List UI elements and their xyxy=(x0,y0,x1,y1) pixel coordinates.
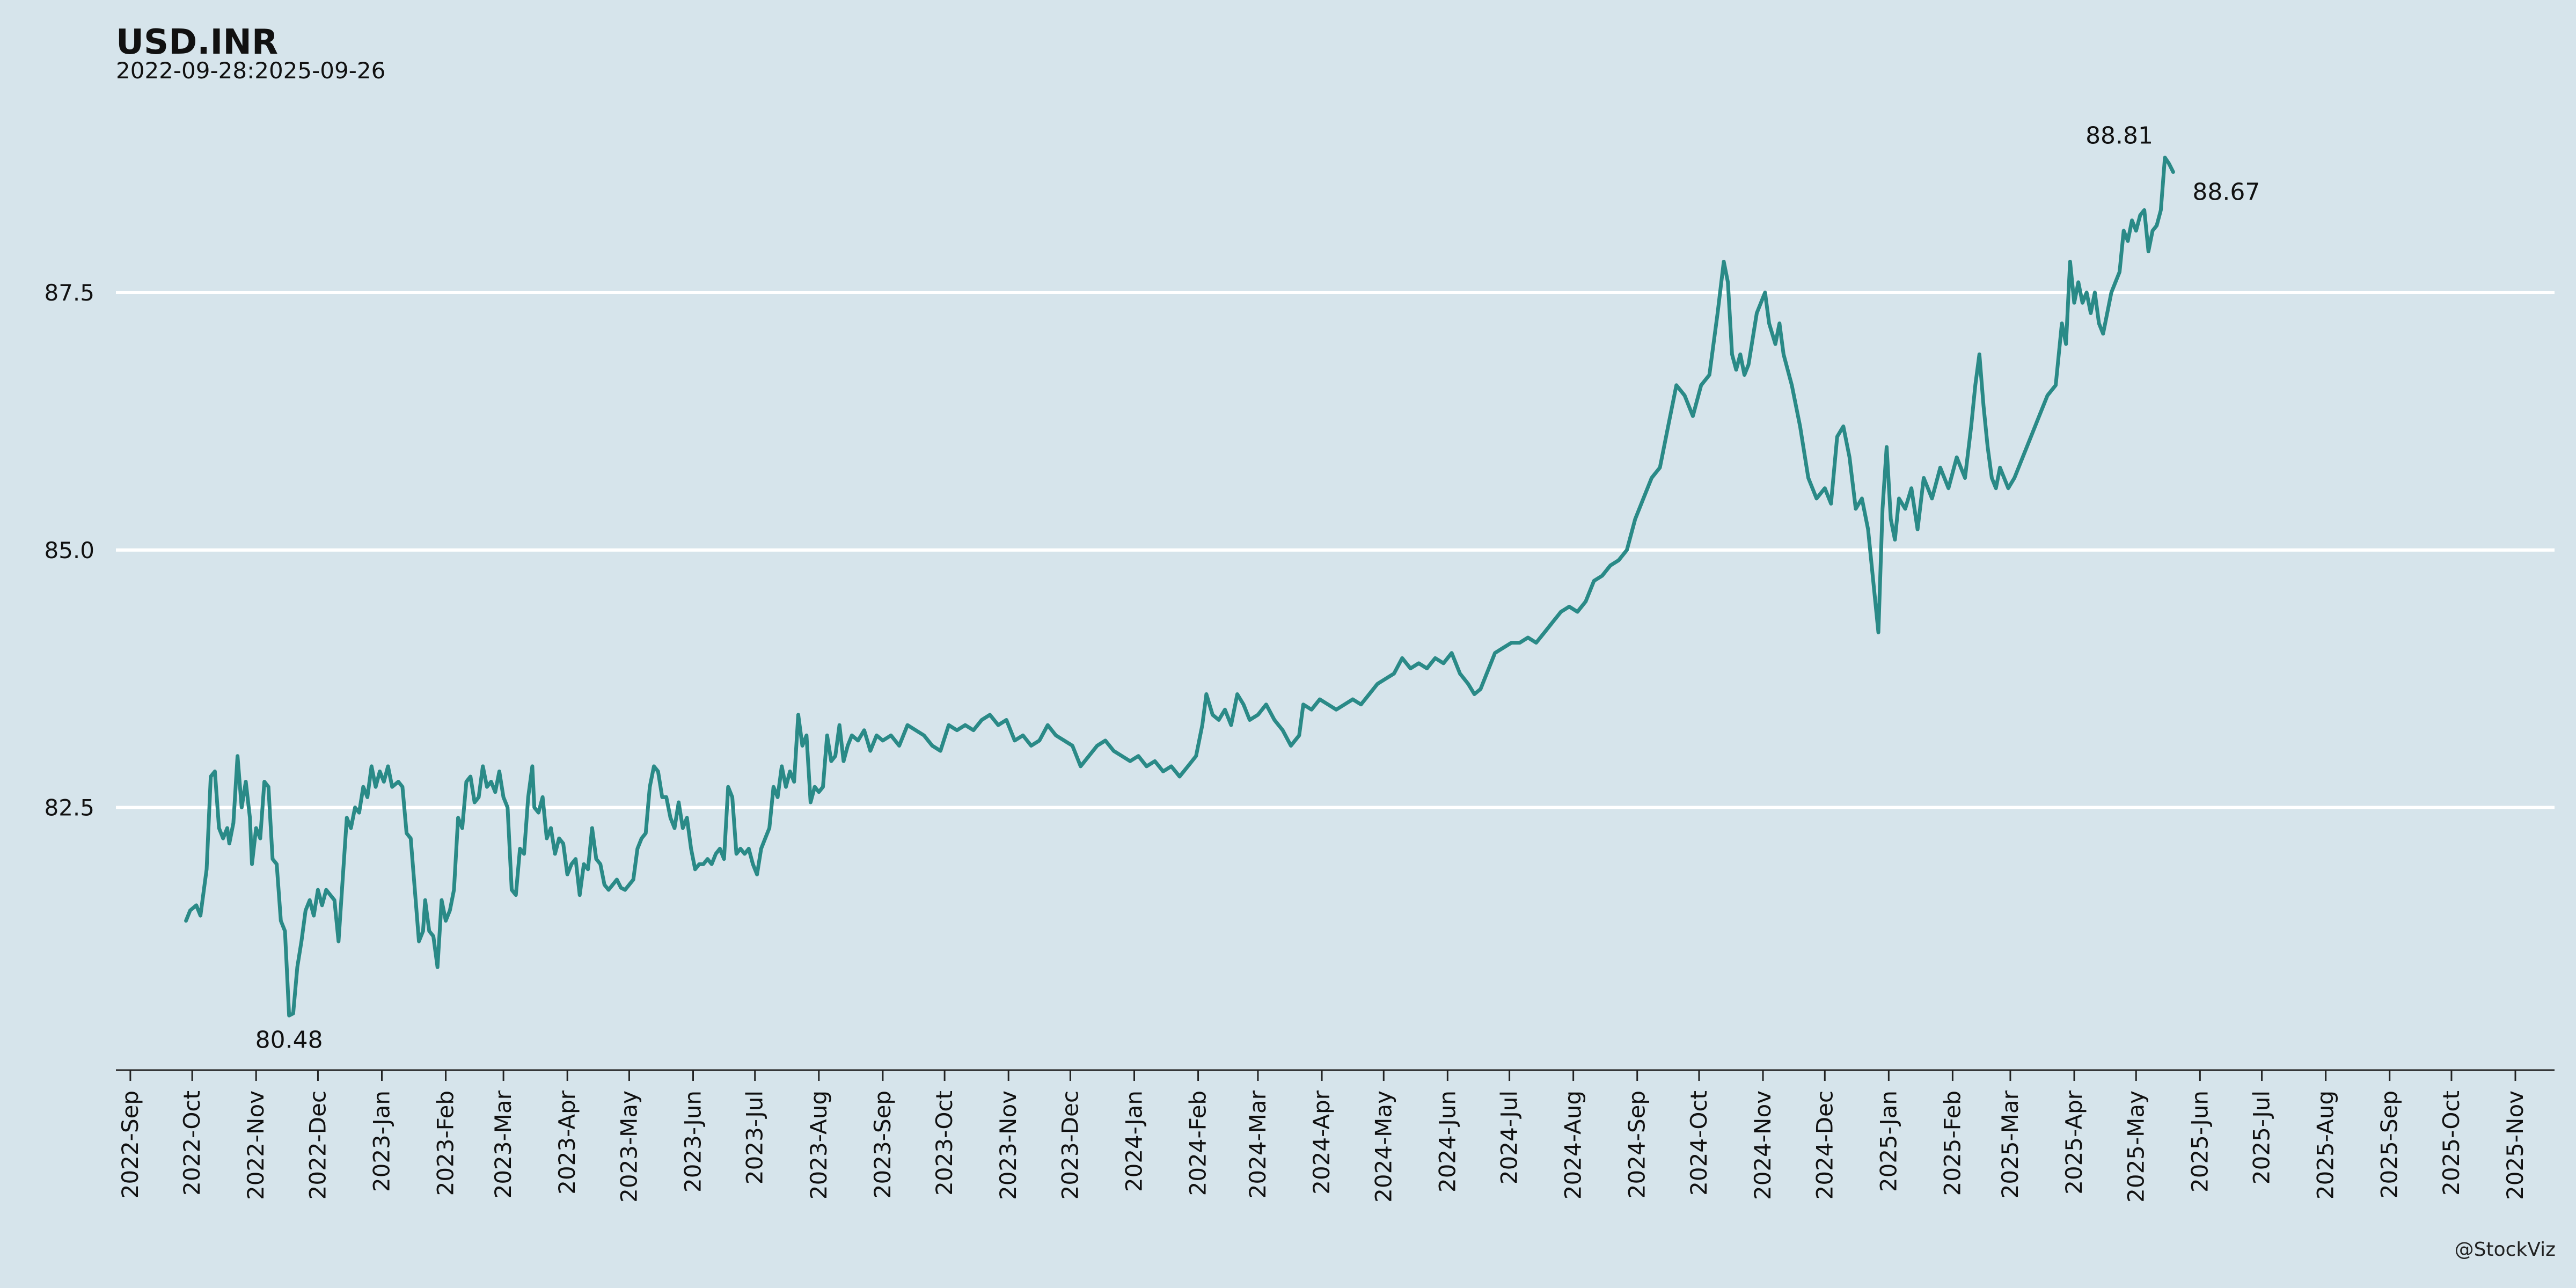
x-tick-label: 2023-Aug xyxy=(806,1091,832,1199)
x-tick-label: 2023-May xyxy=(616,1091,642,1203)
annotation-label: 80.48 xyxy=(255,1026,323,1053)
x-tick-label: 2025-Jan xyxy=(1875,1091,1901,1192)
x-tick-label: 2025-May xyxy=(2123,1091,2149,1203)
x-tick-label: 2025-Jun xyxy=(2186,1091,2213,1192)
x-tick-label: 2024-Jan xyxy=(1121,1091,1147,1192)
x-tick-label: 2023-Mar xyxy=(490,1090,516,1198)
x-tick-label: 2023-Feb xyxy=(433,1091,459,1196)
series-layer xyxy=(184,156,2175,1018)
x-tick-label: 2025-Apr xyxy=(2061,1090,2087,1195)
x-tick-label: 2024-Sep xyxy=(1624,1091,1650,1198)
x-tick-label: 2023-Jul xyxy=(742,1091,768,1184)
annotation-label: 88.81 xyxy=(2085,122,2153,150)
x-tick-label: 2025-Jul xyxy=(2249,1091,2275,1184)
x-tick-label: 2024-Apr xyxy=(1308,1090,1335,1195)
x-tick-layer: 2022-Sep 2022-Oct 2022-Nov 2022-Dec 2023-Jan… xyxy=(117,1070,2528,1203)
x-tick-label: 2024-Feb xyxy=(1185,1091,1211,1196)
x-tick-label: 2024-May xyxy=(1370,1091,1396,1203)
y-tick-label: 82.5 xyxy=(44,795,94,821)
y-tick-layer: 82.5 85.0 87.5 xyxy=(44,280,94,821)
x-tick-label: 2024-Aug xyxy=(1560,1091,1586,1199)
y-tick-label: 87.5 xyxy=(44,280,94,306)
caption: @StockViz xyxy=(2455,1239,2556,1261)
x-tick-label: 2023-Oct xyxy=(931,1091,957,1196)
x-tick-label: 2025-Oct xyxy=(2438,1091,2464,1196)
chart-title: USD.INR xyxy=(116,23,278,62)
x-tick-label: 2024-Dec xyxy=(1811,1091,1838,1199)
annotation-layer: 80.48 88.81 88.67 xyxy=(255,122,2260,1054)
x-tick-label: 2024-Jul xyxy=(1496,1091,1523,1184)
series-line xyxy=(184,156,2175,1018)
x-tick-label: 2025-Aug xyxy=(2312,1091,2339,1199)
x-tick-label: 2024-Oct xyxy=(1686,1091,1712,1196)
x-tick-label: 2025-Nov xyxy=(2502,1091,2528,1200)
chart-subtitle: 2022-09-28:2025-09-26 xyxy=(116,57,385,84)
x-tick-label: 2022-Sep xyxy=(117,1091,143,1198)
y-tick-label: 85.0 xyxy=(44,537,94,564)
grid-layer xyxy=(116,291,2555,809)
x-tick-label: 2025-Sep xyxy=(2376,1091,2403,1198)
x-tick-label: 2023-Jan xyxy=(368,1091,394,1192)
x-tick-label: 2024-Mar xyxy=(1245,1090,1271,1198)
x-tick-label: 2025-Mar xyxy=(1997,1090,2023,1198)
annotation-label: 88.67 xyxy=(2192,179,2260,206)
x-tick-label: 2022-Oct xyxy=(179,1091,205,1196)
x-tick-label: 2023-Sep xyxy=(869,1091,896,1198)
x-tick-label: 2023-Dec xyxy=(1057,1091,1083,1199)
x-tick-label: 2025-Feb xyxy=(1939,1091,1965,1196)
x-tick-label: 2024-Jun xyxy=(1434,1091,1460,1192)
x-tick-label: 2023-Apr xyxy=(554,1090,580,1195)
x-tick-label: 2023-Nov xyxy=(995,1091,1021,1200)
x-tick-label: 2024-Nov xyxy=(1750,1091,1776,1200)
x-tick-label: 2022-Nov xyxy=(243,1091,269,1200)
x-tick-label: 2022-Dec xyxy=(304,1091,331,1199)
x-tick-label: 2023-Jun xyxy=(680,1091,706,1192)
